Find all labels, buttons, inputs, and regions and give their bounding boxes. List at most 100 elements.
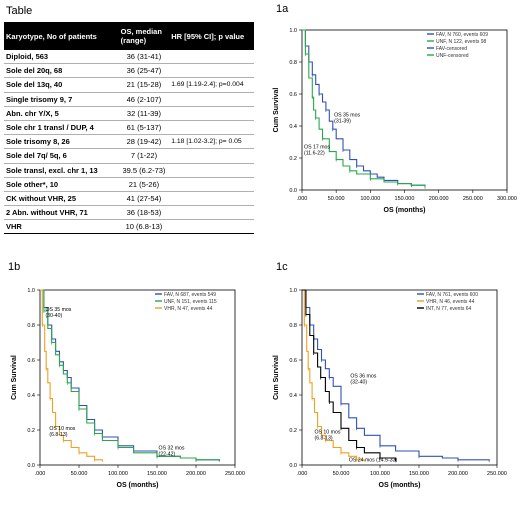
x-tick-label: 150.000: [409, 471, 429, 477]
karyotype-cell: 2 Abn. without VHR, 71: [4, 205, 119, 221]
hr-cell: 1.18 [1.02-3.2]; p= 0.05: [169, 134, 254, 150]
x-tick-label: 150.000: [147, 471, 167, 477]
karyotype-table: Karyotype, No of patients OS, median (ra…: [4, 22, 254, 235]
table-row: Sole transl, excl. chr 1, 13 39.5 (6.2-73…: [4, 163, 254, 178]
plot-frame: [301, 289, 498, 466]
table-row: Sole chr 1 transl / DUP, 4 61 (5-137): [4, 120, 254, 136]
legend-entry: VHR, N 46, events 44: [426, 299, 475, 305]
y-axis-label: Cum Survival: [273, 88, 280, 133]
hr-cell: [169, 219, 254, 235]
y-tick-label: 0.6: [289, 358, 297, 364]
panel-label: 1a: [276, 3, 289, 15]
median-annotation: OS 10 mos: [49, 426, 75, 432]
karyotype-cell: Sole del 13q, 40: [4, 77, 119, 93]
table-row: Sole del 13q, 40 21 (15-28) 1.69 [1.19-2.4…: [4, 77, 254, 93]
median-annotation: (6.8-13): [49, 432, 67, 438]
median-annotation: OS 35 mos: [334, 112, 360, 118]
os-cell: 36 (18-53): [118, 205, 170, 221]
legend-entry: UNF-censored: [436, 53, 469, 59]
os-cell: 46 (2-107): [118, 92, 170, 107]
y-tick-label: 1.0: [289, 28, 297, 34]
table-row: Sole del 20q, 68 36 (25-47): [4, 63, 254, 79]
y-tick-label: 1.0: [289, 288, 297, 294]
y-axis-label: Cum Survival: [273, 355, 280, 400]
karyotype-cell: Diploid, 563: [4, 50, 119, 65]
panel-label: 1c: [276, 261, 288, 273]
header-os: OS, median (range): [118, 22, 170, 50]
legend-entry: FAV-censored: [436, 46, 467, 52]
hr-cell: [169, 177, 254, 192]
y-tick-label: 0.0: [27, 463, 35, 469]
y-tick-label: 0.4: [289, 124, 297, 130]
hr-cell: [169, 205, 254, 221]
karyotype-cell: VHR: [4, 219, 119, 235]
hr-cell: [169, 63, 254, 79]
median-annotation: (31-39): [334, 118, 351, 124]
y-tick-label: 0.6: [27, 358, 35, 364]
os-cell: 36 (31-41): [118, 50, 170, 65]
table-row: Sole trisomy 8, 26 28 (19-42) 1.18 [1.02-3…: [4, 134, 254, 150]
x-tick-label: 50.000: [333, 471, 350, 477]
table-label: Table: [6, 5, 33, 17]
hr-cell: [169, 106, 254, 121]
y-tick-label: 0.2: [27, 428, 35, 434]
y-tick-label: 0.2: [289, 156, 297, 162]
y-tick-label: 0.4: [289, 393, 297, 399]
hr-cell: [169, 50, 254, 65]
km-chart-1b: 1b 0.0 0.2 0.4 0.6 0.8 1.0 .000 50.000 100.000 150…: [8, 261, 245, 489]
median-annotation: (30-40): [45, 313, 62, 319]
plot-frame: [301, 29, 508, 191]
y-tick-label: 0.8: [27, 323, 35, 329]
x-tick-label: .000: [297, 471, 308, 477]
median-annotation: OS 35 mos: [45, 307, 71, 313]
table-row: VHR 10 (6.8-13): [4, 219, 254, 235]
x-axis-label: OS (months): [117, 482, 159, 489]
os-cell: 21 (5-26): [118, 177, 170, 192]
karyotype-cell: Sole trisomy 8, 26: [4, 134, 119, 150]
y-tick-label: 0.4: [27, 393, 35, 399]
karyotype-cell: Sole transl, excl. chr 1, 13: [4, 163, 119, 178]
table-row: Abn. chr Y/X, 5 32 (11-39): [4, 106, 254, 121]
karyotype-cell: Sole other*, 10: [4, 177, 119, 192]
x-tick-label: 100.000: [370, 471, 390, 477]
median-annotation: (22-42): [159, 451, 176, 457]
y-tick-label: 0.8: [289, 323, 297, 329]
os-cell: 41 (27-54): [118, 191, 170, 207]
table-header-row: Karyotype, No of patients OS, median (ra…: [4, 22, 254, 50]
os-cell: 36 (25-47): [118, 63, 170, 79]
x-tick-label: .000: [297, 196, 308, 202]
hr-cell: [169, 148, 254, 164]
hr-cell: [169, 92, 254, 107]
legend-entry: FAV, N 761, events 600: [426, 292, 478, 298]
table-row: 2 Abn. without VHR, 71 36 (18-53): [4, 205, 254, 221]
median-annotation: OS 10 mos: [314, 430, 340, 436]
header-hr: HR [95% CI]; p value: [169, 22, 254, 50]
hr-cell: [169, 120, 254, 136]
median-annotation: OS 17 mos: [304, 144, 330, 150]
table-row: Diploid, 563 36 (31-41): [4, 50, 254, 65]
y-tick-label: 0.6: [289, 92, 297, 98]
plot-frame: [39, 289, 236, 466]
os-cell: 21 (15-28): [118, 77, 170, 93]
os-cell: 7 (1-22): [118, 148, 170, 164]
karyotype-cell: CK without VHR, 25: [4, 191, 119, 207]
os-cell: 61 (5-137): [118, 120, 170, 136]
legend-entry: FAV, N 760, events 609: [436, 32, 488, 38]
legend-entry: INT, N 77, events 64: [426, 306, 472, 312]
x-tick-label: 200.000: [448, 471, 468, 477]
os-cell: 10 (6.8-13): [118, 219, 170, 235]
x-axis-label: OS (months): [384, 207, 426, 214]
legend-entry: UNF, N 122, events 98: [436, 39, 487, 45]
legend-entry: FAV, N 687, events 549: [164, 292, 216, 298]
karyotype-cell: Sole del 7q/ 5q, 6: [4, 148, 119, 164]
median-annotation: OS 32 mos: [159, 445, 185, 451]
legend-entry: VHR, N 47, events 44: [164, 306, 213, 312]
x-tick-label: 250.000: [487, 471, 507, 477]
median-annotation: (11.6-22): [304, 150, 325, 156]
karyotype-cell: Abn. chr Y/X, 5: [4, 106, 119, 121]
survival-curve-1: [302, 29, 426, 187]
header-karyotype: Karyotype, No of patients: [4, 22, 119, 50]
median-annotation: OS 24 mos (14.5-33): [349, 458, 398, 464]
median-annotation: OS 36 mos: [350, 374, 376, 380]
